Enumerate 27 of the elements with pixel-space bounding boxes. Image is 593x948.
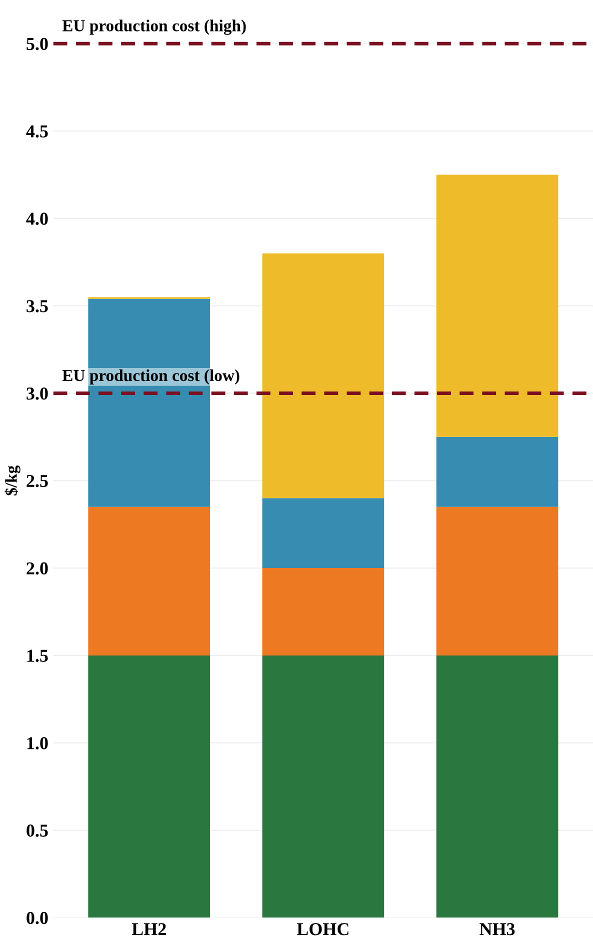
y-tick-label: 2.0 (26, 562, 48, 575)
bar (436, 436, 558, 507)
bar (88, 655, 210, 918)
y-tick-label: 4.5 (26, 125, 48, 138)
y-tick-label: 5.0 (26, 38, 48, 50)
bar (262, 498, 384, 568)
bar (262, 253, 384, 498)
ref-line-label: EU production cost (low) (62, 369, 240, 384)
y-tick-label: 1.5 (27, 650, 48, 662)
y-tick-label: 0.5 (26, 824, 48, 837)
bar (436, 655, 558, 918)
bar (436, 174, 558, 437)
bar (262, 655, 384, 918)
y-tick-label: 1.0 (27, 737, 48, 750)
y-tick-label: 3.0 (26, 387, 48, 400)
y-axis-title: $/kg (4, 466, 20, 496)
y-tick-label: 4.0 (26, 212, 48, 225)
bar (436, 506, 558, 656)
ref-line-label: EU production cost (high) (62, 20, 246, 35)
y-tick-label: 2.5 (26, 474, 48, 488)
y-tick-label: 3.5 (26, 300, 48, 312)
x-tick-label: LOHC (296, 923, 348, 936)
y-tick-label: 0.0 (26, 912, 48, 924)
x-tick-label: LH2 (132, 923, 166, 936)
bar (88, 506, 210, 656)
x-tick-label: NH3 (480, 923, 515, 936)
bar (262, 568, 384, 656)
